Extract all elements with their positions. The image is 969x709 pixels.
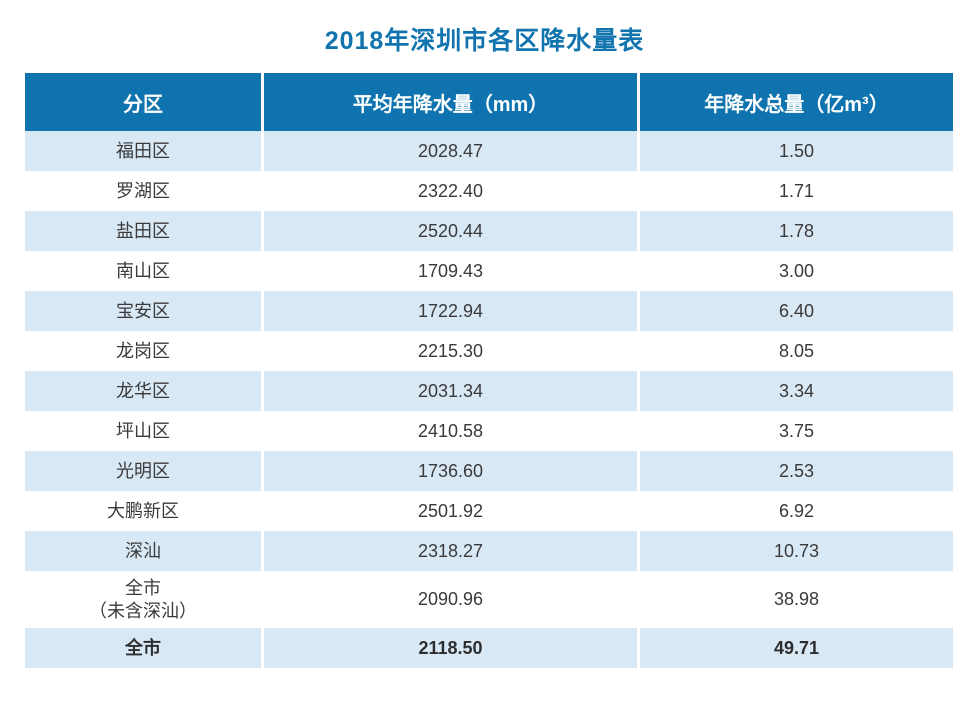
total-precip-cell: 6.92	[637, 491, 953, 531]
total-precip-cell: 49.71	[637, 628, 953, 668]
avg-precip-cell: 2322.40	[261, 171, 637, 211]
avg-precip-cell: 2501.92	[261, 491, 637, 531]
table-row: 龙华区 2031.34 3.34	[25, 371, 953, 411]
table-row: 盐田区 2520.44 1.78	[25, 211, 953, 251]
avg-precip-cell: 1736.60	[261, 451, 637, 491]
district-cell: 罗湖区	[25, 171, 261, 211]
district-cell: 南山区	[25, 251, 261, 291]
column-header-district: 分区	[25, 73, 261, 131]
page-title: 2018年深圳市各区降水量表	[324, 27, 645, 55]
total-precip-cell: 8.05	[637, 331, 953, 371]
avg-precip-cell: 2090.96	[261, 571, 637, 628]
total-precip-cell: 6.40	[637, 291, 953, 331]
total-precip-cell: 1.78	[637, 211, 953, 251]
avg-precip-cell: 2410.58	[261, 411, 637, 451]
district-cell: 光明区	[25, 451, 261, 491]
table-row: 深汕 2318.27 10.73	[25, 531, 953, 571]
table-row-citywide-excl-shenshan: 全市 （未含深汕） 2090.96 38.98	[25, 571, 953, 628]
district-cell: 全市	[25, 628, 261, 668]
total-precip-cell: 38.98	[637, 571, 953, 628]
avg-precip-cell: 2028.47	[261, 131, 637, 171]
avg-precip-cell: 2031.34	[261, 371, 637, 411]
total-precip-cell: 3.00	[637, 251, 953, 291]
avg-precip-cell: 2118.50	[261, 628, 637, 668]
district-cell: 全市 （未含深汕）	[25, 571, 261, 628]
avg-precip-cell: 2215.30	[261, 331, 637, 371]
district-cell: 龙华区	[25, 371, 261, 411]
total-precip-cell: 10.73	[637, 531, 953, 571]
total-precip-cell: 3.75	[637, 411, 953, 451]
avg-precip-cell: 2520.44	[261, 211, 637, 251]
table-row: 福田区 2028.47 1.50	[25, 131, 953, 171]
avg-precip-cell: 1722.94	[261, 291, 637, 331]
table-row: 南山区 1709.43 3.00	[25, 251, 953, 291]
table-row: 大鹏新区 2501.92 6.92	[25, 491, 953, 531]
table-row: 光明区 1736.60 2.53	[25, 451, 953, 491]
table-row: 宝安区 1722.94 6.40	[25, 291, 953, 331]
avg-precip-cell: 2318.27	[261, 531, 637, 571]
total-precip-cell: 1.50	[637, 131, 953, 171]
district-cell: 盐田区	[25, 211, 261, 251]
district-cell: 龙岗区	[25, 331, 261, 371]
district-cell: 坪山区	[25, 411, 261, 451]
rainfall-table: 分区 平均年降水量（mm） 年降水总量（亿m³） 福田区 2028.47 1.5…	[25, 73, 953, 668]
table-header-row: 分区 平均年降水量（mm） 年降水总量（亿m³）	[25, 73, 953, 131]
district-cell: 深汕	[25, 531, 261, 571]
district-cell: 福田区	[25, 131, 261, 171]
total-precip-cell: 3.34	[637, 371, 953, 411]
total-precip-cell: 1.71	[637, 171, 953, 211]
total-precip-cell: 2.53	[637, 451, 953, 491]
column-header-total-precip: 年降水总量（亿m³）	[637, 73, 953, 131]
column-header-avg-precip: 平均年降水量（mm）	[261, 73, 637, 131]
table-row-citywide-total: 全市 2118.50 49.71	[25, 628, 953, 668]
district-cell: 宝安区	[25, 291, 261, 331]
table-row: 罗湖区 2322.40 1.71	[25, 171, 953, 211]
avg-precip-cell: 1709.43	[261, 251, 637, 291]
table-row: 龙岗区 2215.30 8.05	[25, 331, 953, 371]
table-row: 坪山区 2410.58 3.75	[25, 411, 953, 451]
district-cell: 大鹏新区	[25, 491, 261, 531]
